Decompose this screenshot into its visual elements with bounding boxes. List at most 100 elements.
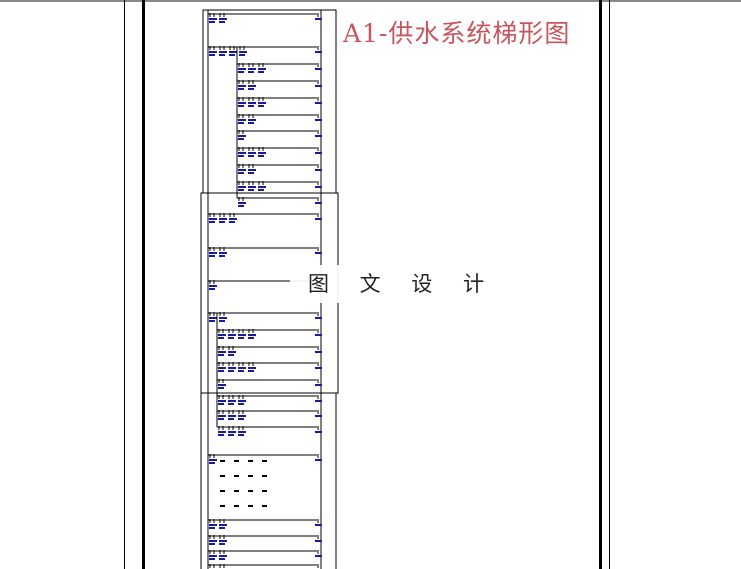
contact-label	[234, 475, 239, 477]
contact-label	[248, 71, 254, 73]
contact-label	[258, 68, 266, 70]
contact-label	[262, 460, 267, 462]
ladder-block	[202, 9, 337, 194]
coil-label	[315, 367, 322, 369]
coil-label	[315, 540, 322, 542]
contact-label	[238, 186, 246, 188]
margin-line-left	[124, 0, 125, 569]
contact-label	[248, 102, 256, 104]
contact-label	[209, 543, 215, 545]
watermark: 图 文 设 计	[290, 265, 484, 303]
contact-label	[209, 18, 217, 20]
contact-label	[209, 51, 217, 53]
contact-label	[238, 105, 244, 107]
contact-label	[234, 505, 239, 507]
coil-label	[315, 218, 322, 220]
contact-label	[238, 415, 246, 417]
contact-label	[262, 505, 267, 507]
coil-label	[315, 152, 322, 154]
contact-label	[219, 527, 225, 529]
contact-label	[220, 475, 225, 477]
coil-label	[315, 51, 322, 53]
coil-label	[315, 351, 322, 353]
contact-label	[220, 490, 225, 492]
contact-label	[228, 434, 234, 436]
contact-label	[248, 68, 256, 70]
coil-label	[315, 68, 322, 70]
diagram-title: A1-供水系统梯形图	[343, 19, 571, 48]
contact-label	[219, 555, 227, 557]
contact-label	[229, 218, 237, 220]
coil-label	[315, 334, 322, 336]
contact-label	[238, 172, 244, 174]
contact-label	[234, 490, 239, 492]
contact-label	[229, 221, 235, 223]
contact-label	[228, 351, 236, 353]
contact-label	[248, 85, 256, 87]
contact-label	[248, 337, 254, 339]
contact-label	[258, 155, 264, 157]
contact-label	[218, 334, 226, 336]
contact-label	[248, 505, 253, 507]
coil-label	[315, 252, 322, 254]
contact-label	[248, 88, 254, 90]
contact-label	[209, 462, 215, 464]
coil-label	[315, 384, 322, 386]
contact-label	[248, 189, 254, 191]
contact-label	[248, 460, 253, 462]
contact-label	[220, 505, 225, 507]
contact-label	[229, 51, 237, 53]
contact-label	[228, 415, 236, 417]
contact-label	[262, 475, 267, 477]
contact-label	[248, 490, 253, 492]
page-top-border	[0, 0, 741, 2]
coil-label	[315, 317, 322, 319]
contact-label	[248, 370, 254, 372]
contact-label	[239, 54, 245, 56]
contact-label	[238, 205, 244, 207]
page-border-left	[142, 0, 145, 569]
contact-label	[228, 431, 236, 433]
contact-label	[219, 51, 227, 53]
contact-label	[248, 186, 256, 188]
contact-label	[248, 152, 256, 154]
contact-label	[209, 320, 215, 322]
coil-label	[315, 85, 322, 87]
coil-label	[315, 18, 322, 20]
contact-label	[238, 71, 244, 73]
contact-label	[218, 351, 226, 353]
coil-label	[315, 431, 322, 433]
contact-label	[262, 490, 267, 492]
contact-label	[228, 400, 236, 402]
contact-label	[209, 555, 217, 557]
coil-label	[315, 555, 322, 557]
coil-label	[315, 102, 322, 104]
contact-label	[218, 434, 224, 436]
contact-label	[209, 218, 217, 220]
contact-label	[209, 21, 215, 23]
contact-label	[219, 54, 225, 56]
contact-label	[238, 155, 244, 157]
contact-label	[258, 105, 264, 107]
contact-label	[238, 418, 244, 420]
contact-label	[218, 384, 226, 386]
contact-label	[248, 122, 254, 124]
contact-label	[248, 155, 254, 157]
contact-label	[238, 189, 244, 191]
contact-label	[218, 418, 224, 420]
contact-label	[209, 524, 217, 526]
contact-label	[258, 186, 266, 188]
contact-label	[209, 221, 215, 223]
contact-label	[219, 320, 225, 322]
contact-label	[219, 558, 225, 560]
contact-label	[219, 218, 227, 220]
contact-label	[238, 135, 246, 137]
contact-label	[209, 255, 215, 257]
contact-label	[248, 367, 256, 369]
contact-label	[258, 71, 264, 73]
contact-label	[220, 460, 225, 462]
contact-label	[238, 88, 244, 90]
contact-label	[238, 400, 246, 402]
contact-label	[209, 459, 217, 461]
contact-label	[219, 543, 225, 545]
